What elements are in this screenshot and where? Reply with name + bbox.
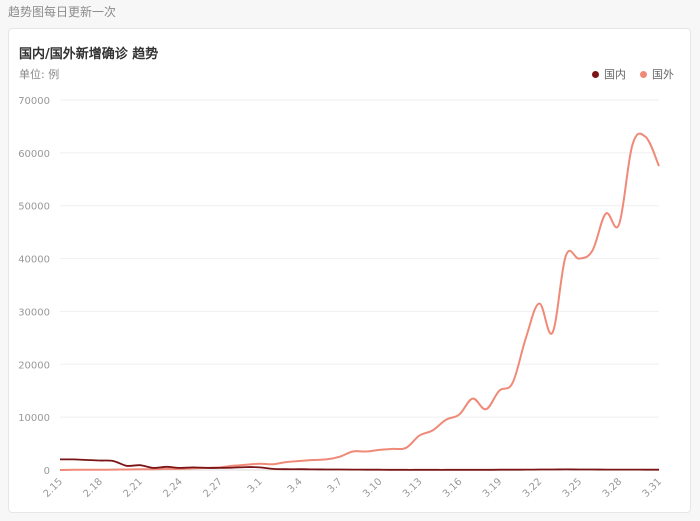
x-tick-label: 2.24 (161, 476, 185, 500)
series-line-domestic (59, 458, 659, 471)
x-tick-label: 3.19 (481, 476, 505, 500)
update-note: 趋势图每日更新一次 (8, 5, 117, 19)
x-tick-label: 3.25 (561, 476, 585, 500)
x-tick-label: 3.22 (521, 476, 545, 500)
unit-label: 单位: 例 (19, 68, 60, 81)
y-tick-label: 60000 (18, 149, 50, 160)
x-tick-label: 2.18 (82, 476, 106, 500)
x-tick-label: 3.1 (246, 476, 265, 495)
y-tick-label: 30000 (18, 307, 50, 318)
legend-label-domestic: 国内 (604, 68, 626, 81)
x-tick-label: 3.28 (601, 476, 625, 500)
y-tick-label: 70000 (18, 96, 50, 107)
legend-dot-domestic (592, 70, 599, 78)
x-tick-label: 3.10 (361, 476, 385, 500)
y-tick-label: 10000 (18, 413, 50, 424)
y-tick-label: 0 (44, 466, 50, 477)
legend-dot-foreign (640, 70, 647, 78)
x-tick-label: 3.4 (286, 476, 305, 495)
x-tick-label: 3.13 (401, 476, 425, 500)
chart-legend: 国内 国外 (592, 66, 674, 82)
x-tick-label: 3.7 (326, 476, 345, 495)
x-tick-label: 3.31 (641, 476, 665, 500)
x-tick-label: 2.15 (42, 476, 66, 500)
x-tick-label: 2.21 (121, 476, 145, 500)
legend-item-domestic[interactable]: 国内 (592, 66, 626, 82)
legend-label-foreign: 国外 (652, 68, 674, 81)
trend-card: 国内/国外新增确诊 趋势 单位: 例 国内 国外 0 10000 20000 3000… (8, 28, 691, 513)
line-chart: 0 10000 20000 30000 40000 50000 60000 70000 2.1… (18, 96, 665, 500)
y-tick-label: 40000 (18, 255, 50, 266)
legend-item-foreign[interactable]: 国外 (640, 66, 674, 82)
y-tick-label: 50000 (18, 202, 50, 213)
series-line-foreign (59, 132, 660, 471)
chart-title: 国内/国外新增确诊 趋势 (19, 47, 159, 62)
y-tick-label: 20000 (18, 360, 50, 371)
x-tick-label: 2.27 (201, 476, 225, 500)
x-tick-label: 3.16 (441, 476, 465, 500)
